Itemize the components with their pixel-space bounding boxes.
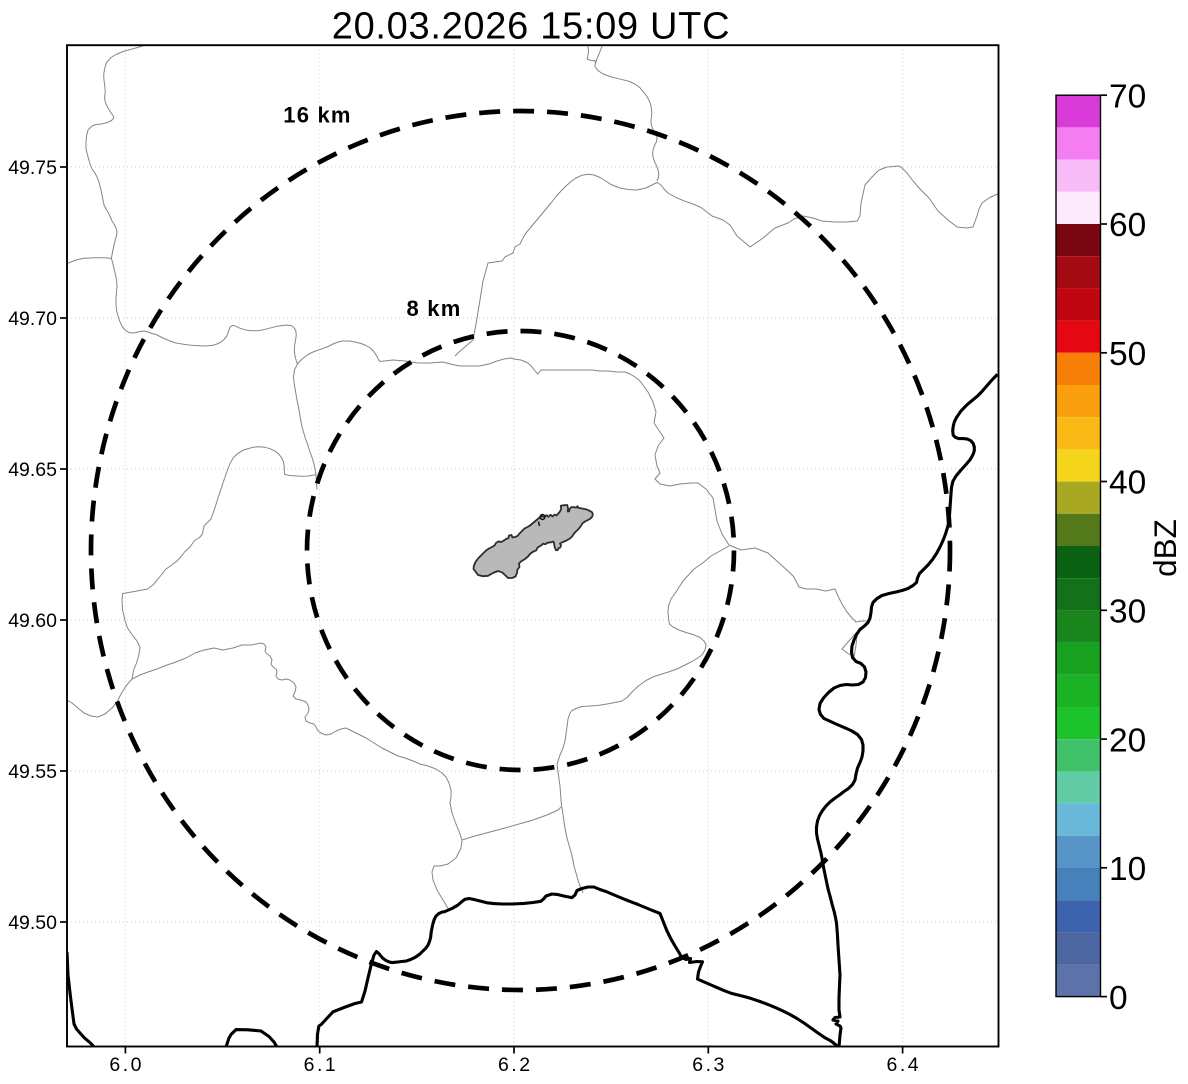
svg-text:8 km: 8 km (407, 296, 462, 321)
svg-text:49.50: 49.50 (8, 912, 57, 934)
svg-text:20: 20 (1109, 722, 1146, 759)
svg-text:6.0: 6.0 (109, 1054, 144, 1076)
svg-text:49.55: 49.55 (8, 761, 57, 783)
svg-text:40: 40 (1109, 465, 1146, 502)
svg-text:70: 70 (1109, 78, 1146, 115)
svg-text:20.03.2026 15:09 UTC: 20.03.2026 15:09 UTC (332, 6, 731, 48)
svg-text:6.1: 6.1 (304, 1054, 339, 1076)
svg-text:10: 10 (1109, 851, 1146, 888)
svg-text:49.60: 49.60 (8, 610, 57, 632)
svg-text:30: 30 (1109, 594, 1146, 631)
svg-text:16 km: 16 km (283, 102, 351, 127)
svg-text:50: 50 (1109, 336, 1146, 373)
svg-text:49.75: 49.75 (8, 157, 57, 179)
svg-text:60: 60 (1109, 207, 1146, 244)
svg-text:6.3: 6.3 (692, 1054, 727, 1076)
svg-text:6.4: 6.4 (887, 1054, 922, 1076)
svg-text:49.65: 49.65 (8, 459, 57, 481)
svg-text:6.2: 6.2 (498, 1054, 533, 1076)
svg-text:0: 0 (1109, 980, 1128, 1017)
svg-text:dBZ: dBZ (1147, 519, 1183, 577)
svg-text:49.70: 49.70 (8, 308, 57, 330)
